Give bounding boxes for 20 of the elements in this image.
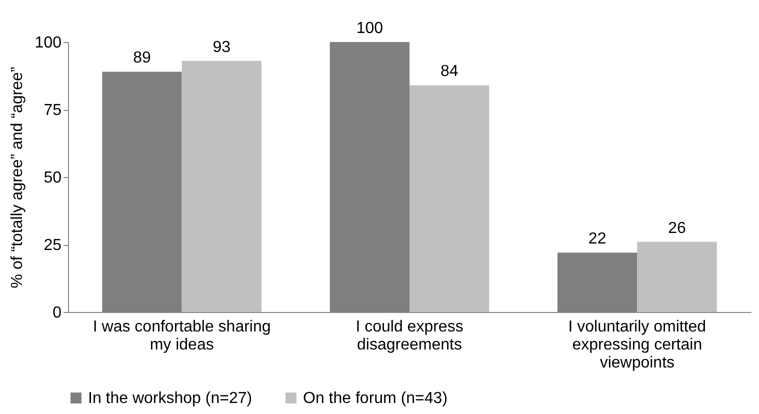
y-axis-title: % of “totally agree” and “agree” <box>8 66 26 288</box>
data-label: 89 <box>133 50 151 67</box>
legend-label: On the forum (n=43) <box>303 390 448 407</box>
bar <box>637 242 717 312</box>
y-tick-label: 0 <box>52 304 62 322</box>
data-label: 100 <box>356 20 384 37</box>
bar <box>410 85 490 312</box>
x-tick-label: I voluntarily omitted expressing certain viewpoints <box>568 318 706 372</box>
y-tick-label: 100 <box>34 34 62 52</box>
data-label: 93 <box>212 38 231 56</box>
x-tick-label: I was confortable sharing my ideas <box>92 318 271 354</box>
data-label: 84 <box>440 63 458 80</box>
data-label: 26 <box>668 220 686 237</box>
y-tick-label: 50 <box>44 170 62 186</box>
bar <box>182 60 262 312</box>
data-label: 22 <box>588 230 606 248</box>
y-tick-label: 75 <box>44 102 62 119</box>
legend-label: In the workshop (n=27) <box>88 390 252 407</box>
y-tick-label: 25 <box>44 237 62 254</box>
x-tick-label: I could express disagreements <box>356 318 464 354</box>
